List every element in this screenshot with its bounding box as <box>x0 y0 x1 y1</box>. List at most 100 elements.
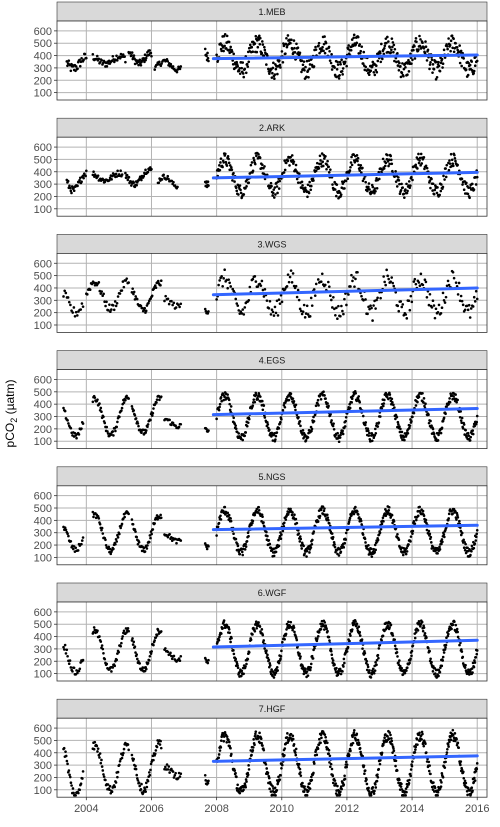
data-point <box>329 647 333 651</box>
data-point <box>294 747 298 751</box>
data-point <box>118 532 121 536</box>
data-point <box>226 511 230 515</box>
data-point <box>305 549 309 553</box>
data-point <box>96 747 100 750</box>
data-point <box>64 750 67 753</box>
data-point <box>96 514 100 518</box>
data-point <box>345 64 348 68</box>
data-point <box>289 155 292 159</box>
data-point <box>455 284 459 288</box>
data-point <box>327 518 330 522</box>
data-point <box>230 752 233 756</box>
data-point <box>230 165 233 169</box>
data-point <box>110 178 113 181</box>
data-point <box>411 415 414 419</box>
data-point <box>111 430 115 433</box>
data-point <box>424 164 428 168</box>
data-point <box>98 402 101 405</box>
data-point <box>464 663 467 667</box>
data-point <box>374 661 377 664</box>
data-point <box>122 285 126 289</box>
data-point <box>429 186 432 190</box>
data-point <box>408 778 411 782</box>
data-point <box>460 416 464 420</box>
data-point <box>141 306 144 310</box>
data-point <box>253 734 257 738</box>
data-point <box>248 285 252 289</box>
data-point <box>466 546 469 550</box>
data-point <box>263 416 267 419</box>
x-tick-label: 2008 <box>204 803 228 815</box>
data-point <box>391 41 395 44</box>
data-point <box>293 51 297 54</box>
data-point <box>438 545 441 549</box>
data-point <box>341 67 345 70</box>
data-point <box>449 39 453 42</box>
data-point <box>470 60 474 63</box>
data-point <box>255 626 259 630</box>
data-point <box>306 436 310 439</box>
data-point <box>119 52 123 56</box>
data-point <box>273 432 276 435</box>
data-point <box>371 319 374 322</box>
data-point <box>459 533 463 537</box>
data-point <box>68 659 72 662</box>
data-point <box>101 647 105 651</box>
data-point <box>471 432 475 436</box>
data-point <box>399 785 403 788</box>
data-point <box>428 532 432 536</box>
data-point <box>125 394 128 398</box>
data-point <box>262 639 266 642</box>
data-point <box>313 294 317 297</box>
data-point <box>308 782 311 785</box>
data-point <box>148 49 152 52</box>
data-point <box>339 62 342 66</box>
data-point <box>312 288 316 291</box>
data-point <box>355 732 359 736</box>
data-point <box>458 299 462 303</box>
data-point <box>309 296 313 300</box>
data-point <box>346 645 350 649</box>
data-point <box>434 78 438 81</box>
data-point <box>458 415 462 419</box>
data-point <box>257 508 261 512</box>
data-point <box>318 737 321 741</box>
data-point <box>414 745 418 749</box>
data-point <box>80 180 83 183</box>
data-point <box>368 307 371 311</box>
data-point <box>130 404 134 408</box>
data-point <box>78 64 82 68</box>
data-point <box>421 629 425 633</box>
data-point <box>381 57 384 61</box>
data-point <box>400 71 404 75</box>
data-point <box>336 60 339 64</box>
data-point <box>448 162 452 165</box>
data-point <box>71 547 75 551</box>
data-point <box>221 165 224 169</box>
data-point <box>360 638 364 641</box>
data-point <box>166 535 170 539</box>
data-point <box>247 768 251 771</box>
data-point <box>400 430 404 434</box>
data-point <box>396 64 400 67</box>
data-point <box>281 640 284 644</box>
data-point <box>449 49 452 53</box>
data-point <box>368 548 371 552</box>
data-point <box>320 152 324 155</box>
data-point <box>347 44 350 47</box>
data-point <box>254 732 257 736</box>
data-point <box>292 160 296 163</box>
data-point <box>347 753 351 757</box>
data-point <box>454 159 457 163</box>
data-point <box>401 303 405 306</box>
data-point <box>273 305 277 309</box>
data-point <box>335 183 339 186</box>
data-point <box>373 550 377 554</box>
data-point <box>102 773 105 776</box>
data-point <box>125 173 129 177</box>
data-point <box>336 784 339 788</box>
data-point <box>320 736 323 740</box>
data-point <box>100 290 104 293</box>
data-point <box>419 272 423 276</box>
